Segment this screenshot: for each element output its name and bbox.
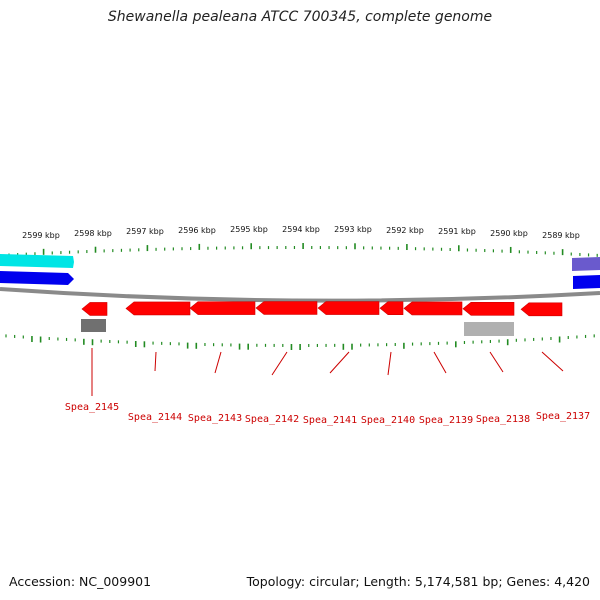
gene-label[interactable]: Spea_2144: [128, 412, 182, 423]
tick-label: 2591 kbp: [438, 227, 476, 236]
tick-label: 2594 kbp: [282, 225, 320, 234]
tick-label: 2593 kbp: [334, 225, 372, 234]
tick-label: 2598 kbp: [74, 229, 112, 238]
feature-cyan: [0, 254, 74, 268]
gene-group: [81, 301, 563, 317]
feature-slate: [572, 257, 600, 271]
gene-arrow-spea-2145[interactable]: [81, 302, 108, 316]
gene-label-connector: [154, 351, 157, 372]
tick-label: 2599 kbp: [22, 231, 60, 240]
gene-arrow-spea-2139[interactable]: [403, 301, 463, 316]
accession-text: Accession: NC_009901: [9, 574, 152, 589]
gene-arrow-spea-2142[interactable]: [255, 301, 318, 315]
gene-arrow-spea-2138[interactable]: [462, 301, 515, 316]
gene-arrow-spea-2137[interactable]: [520, 302, 563, 317]
gene-label[interactable]: Spea_2140: [361, 415, 415, 426]
gene-label-connector: [329, 351, 350, 374]
map-title: Shewanella pealeana ATCC 700345, complet…: [107, 9, 493, 25]
inner-tick-ring: [5, 334, 595, 350]
tick-label: 2595 kbp: [230, 225, 268, 234]
feature-lightgray: [464, 322, 514, 336]
gene-label-group: Spea_2145 Spea_2144 Spea_2143 Spea_2142 Spea…: [65, 348, 590, 426]
gene-label[interactable]: Spea_2142: [245, 414, 299, 425]
tick-label-group: 2599 kbp 2598 kbp 2597 kbp 2596 kbp 2595 kbp…: [22, 225, 580, 240]
gene-label-connector: [271, 351, 288, 376]
gene-label-connector: [489, 351, 504, 373]
gene-label[interactable]: Spea_2143: [188, 413, 242, 424]
gene-arrow-spea-2141[interactable]: [317, 301, 380, 315]
gene-label[interactable]: Spea_2137: [536, 411, 590, 422]
tick-label: 2589 kbp: [542, 231, 580, 240]
genome-summary-text: Topology: circular; Length: 5,174,581 bp…: [246, 574, 590, 589]
feature-blue-left: [0, 271, 74, 285]
feature-gray: [81, 319, 106, 332]
gene-label-connector: [541, 351, 564, 372]
gene-label[interactable]: Spea_2138: [476, 414, 530, 425]
gene-label-connector: [433, 351, 447, 374]
gene-arrow-spea-2143[interactable]: [189, 301, 256, 315]
gene-label-connector: [214, 351, 222, 374]
gene-label[interactable]: Spea_2141: [303, 415, 357, 426]
feature-blue-right: [573, 275, 600, 289]
tick-label: 2596 kbp: [178, 226, 216, 235]
outer-tick-ring: [8, 243, 598, 257]
gene-label[interactable]: Spea_2139: [419, 415, 473, 426]
feature-group: [0, 254, 600, 336]
gene-arrow-spea-2140[interactable]: [379, 301, 404, 315]
gene-arrow-spea-2144[interactable]: [125, 301, 191, 316]
tick-label: 2597 kbp: [126, 227, 164, 236]
tick-label: 2592 kbp: [386, 226, 424, 235]
tick-label: 2590 kbp: [490, 229, 528, 238]
gene-label[interactable]: Spea_2145: [65, 402, 119, 413]
gene-label-connector: [387, 351, 392, 376]
genome-backbone: [0, 287, 600, 303]
